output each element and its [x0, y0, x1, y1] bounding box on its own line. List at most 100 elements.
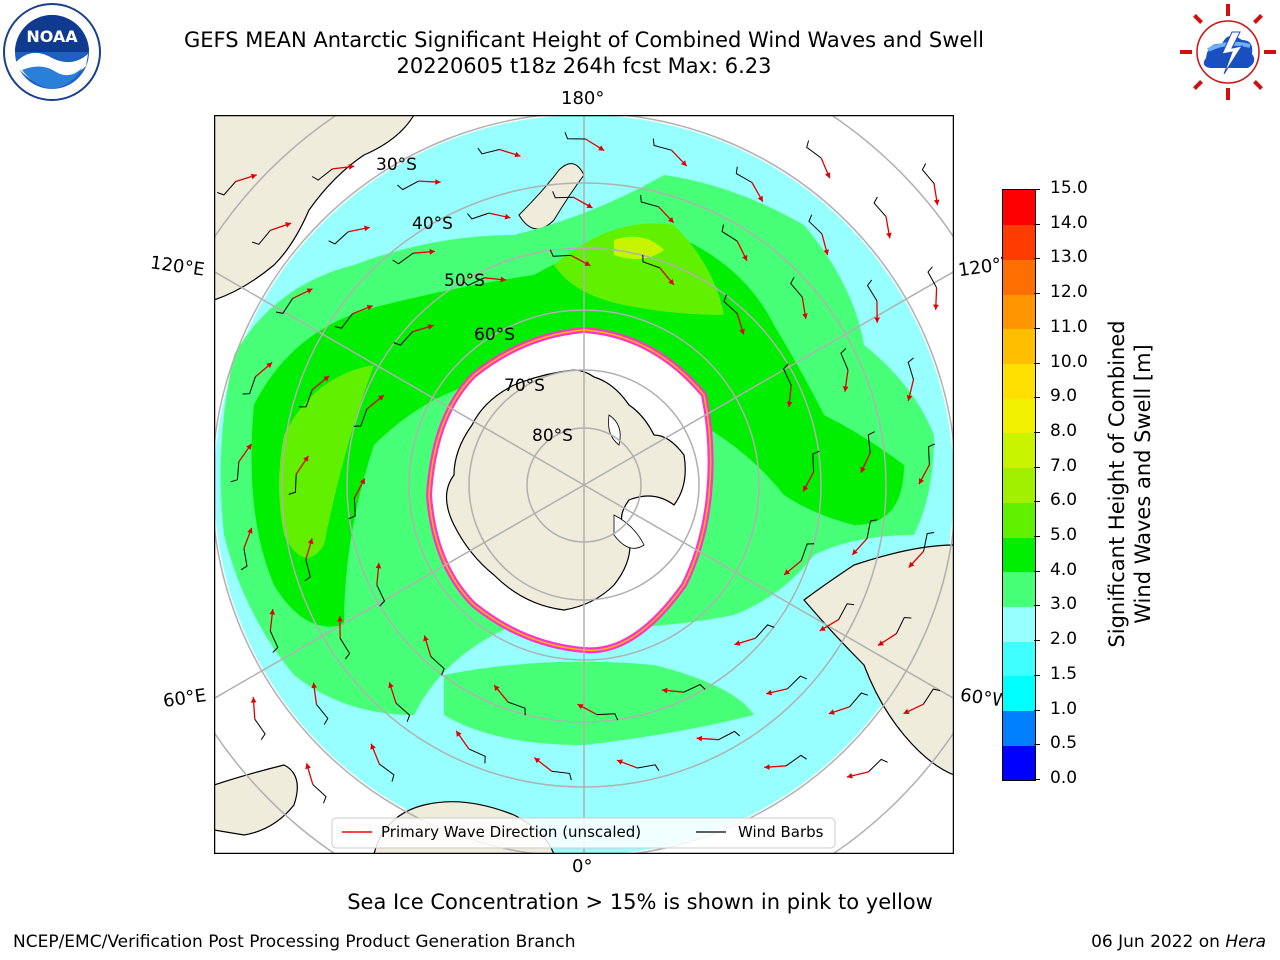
sea-ice-note: Sea Ice Concentration > 15% is shown in …: [347, 890, 933, 914]
wave-band-max: [614, 236, 664, 259]
wind-barb: [718, 730, 741, 741]
wave-arrow-head: [584, 260, 591, 266]
colorbar-tick-mark: [1034, 779, 1040, 780]
wave-arrow-head: [803, 485, 809, 492]
wave-arrow-head: [739, 328, 745, 335]
colorbar-tick-mark: [1034, 466, 1040, 468]
colorbar-tick-label: 1.5: [1050, 663, 1078, 684]
wave-arrow-head: [247, 527, 253, 534]
colorbar-segment: [1003, 398, 1035, 434]
colorbar-tick-label: 2.0: [1050, 629, 1078, 650]
wind-barb: [477, 147, 500, 155]
wind-barb: [269, 630, 279, 653]
map-subtitle: 20220605 t18z 264h fcst Max: 6.23: [396, 54, 772, 78]
lat-label-80s: 80°S: [532, 426, 573, 446]
wave-arrow-head: [323, 375, 330, 382]
colorbar-segment: [1003, 675, 1035, 712]
wind-barb: [334, 313, 353, 329]
colorbar-segment: [1003, 467, 1035, 503]
wave-arrow-head: [734, 640, 741, 646]
wave-arrow-head: [285, 222, 292, 228]
wave-arrow-head: [757, 195, 763, 202]
colorbar-tick-mark: [1034, 570, 1040, 572]
wind-barb: [642, 254, 661, 269]
wave-arrow-head: [577, 704, 584, 710]
wind-barb: [551, 770, 572, 781]
wave-arrow-head: [696, 735, 702, 742]
wind-barb: [895, 616, 912, 634]
wind-barb: [353, 408, 368, 427]
colorbar-tick-label: 11.0: [1050, 316, 1088, 337]
colorbar-tick-mark: [1034, 293, 1040, 295]
colorbar-tick-mark: [1034, 258, 1040, 260]
colorbar-tick-label: 1.0: [1050, 698, 1078, 719]
colorbar-segment: [1003, 328, 1035, 365]
colorbar-segment: [1003, 363, 1035, 399]
colorbar-tick-label: 10.0: [1050, 351, 1088, 372]
colorbar-segment: [1003, 224, 1035, 260]
colorbar-tick-mark: [1034, 397, 1040, 399]
wave-arrow-head: [303, 455, 309, 462]
wave-arrow-head: [616, 759, 623, 765]
wind-barb: [392, 252, 414, 265]
antarctica-land: [445, 369, 686, 611]
wind-barb: [867, 758, 888, 773]
colorbar-segment: [1003, 432, 1035, 469]
wave-arrow-head: [828, 709, 835, 715]
wave-arrow-head: [906, 395, 913, 401]
wind-barb: [240, 548, 248, 571]
wind-barb: [683, 683, 706, 693]
map-title: GEFS MEAN Antarctic Significant Height o…: [183, 28, 985, 52]
wind-barb: [348, 497, 356, 520]
lon-label-0: 0°: [572, 856, 593, 877]
wind-barb: [316, 704, 329, 725]
weddell-ice-shelf: [613, 514, 645, 549]
colorbar-tick-mark: [1034, 327, 1040, 329]
wave-arrow-head: [784, 569, 790, 575]
wind-barb: [288, 474, 297, 495]
run-date-text: 06 Jun 2022 on: [1091, 932, 1226, 952]
wind-barb: [393, 331, 413, 346]
wave-arrow-head: [919, 478, 924, 485]
wind-barb: [721, 224, 738, 242]
wind-barb: [866, 279, 878, 302]
colorbar-tick-label: 13.0: [1050, 247, 1088, 268]
wind-barb: [806, 140, 822, 159]
colorbar-tick-label: 6.0: [1050, 490, 1078, 511]
wind-barb: [299, 389, 313, 408]
wave-arrow-head: [429, 248, 435, 255]
wave-arrow-head: [305, 763, 311, 770]
wind-barb: [867, 431, 875, 453]
wave-band-5m-north: [554, 223, 724, 315]
wind-barb: [782, 363, 792, 386]
colorbar-tick-label: 0.0: [1050, 768, 1078, 788]
run-date: 06 Jun 2022 on Hera: [1091, 932, 1266, 952]
wind-barb: [866, 519, 878, 539]
wind-barb: [923, 532, 935, 552]
colorbar-tick-mark: [1034, 709, 1040, 711]
colorbar: [1002, 189, 1036, 781]
wind-barb: [564, 132, 586, 140]
wind-barb: [217, 181, 237, 196]
wave-arrow-head: [878, 640, 884, 646]
wind-barb: [304, 559, 311, 582]
wind-barb: [339, 637, 351, 660]
wave-arrow-head: [250, 173, 257, 180]
wave-arrow-head: [819, 625, 826, 631]
australia-land: [214, 115, 415, 301]
wind-barb: [230, 461, 240, 483]
wave-arrow-head: [786, 401, 793, 408]
graticule: [214, 115, 954, 854]
wind-barb: [755, 624, 775, 639]
wave-arrow-head: [311, 682, 317, 689]
wave-arrow-head: [681, 160, 687, 167]
colorbar-label-line2: Wind Waves and Swell [m]: [1131, 344, 1155, 624]
wave-arrow-head: [359, 478, 365, 485]
wave-arrow-head: [306, 288, 313, 294]
wind-barb: [921, 163, 935, 184]
wind-barb: [800, 543, 815, 562]
wave-arrow-head: [860, 466, 866, 473]
wave-arrow-head: [534, 757, 541, 764]
wave-arrow-head: [823, 249, 829, 255]
wave-arrow-head: [366, 305, 373, 311]
